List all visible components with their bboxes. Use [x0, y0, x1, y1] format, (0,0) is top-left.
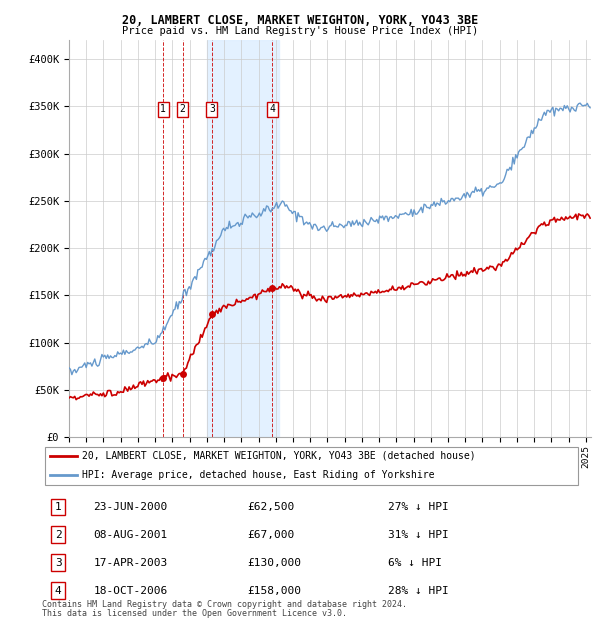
- Text: 1: 1: [55, 502, 62, 512]
- Text: 2: 2: [180, 104, 185, 114]
- Bar: [207, 40, 279, 437]
- FancyBboxPatch shape: [45, 446, 578, 485]
- Text: 2: 2: [55, 529, 62, 540]
- Text: £158,000: £158,000: [247, 585, 301, 596]
- Text: 4: 4: [55, 585, 62, 596]
- Text: This data is licensed under the Open Government Licence v3.0.: This data is licensed under the Open Gov…: [42, 609, 347, 618]
- Text: 20, LAMBERT CLOSE, MARKET WEIGHTON, YORK, YO43 3BE (detached house): 20, LAMBERT CLOSE, MARKET WEIGHTON, YORK…: [83, 451, 476, 461]
- Text: 3: 3: [55, 557, 62, 568]
- Text: Contains HM Land Registry data © Crown copyright and database right 2024.: Contains HM Land Registry data © Crown c…: [42, 600, 407, 609]
- Text: £67,000: £67,000: [247, 529, 295, 540]
- Text: 23-JUN-2000: 23-JUN-2000: [94, 502, 167, 512]
- Text: 17-APR-2003: 17-APR-2003: [94, 557, 167, 568]
- Text: 31% ↓ HPI: 31% ↓ HPI: [388, 529, 448, 540]
- Text: 28% ↓ HPI: 28% ↓ HPI: [388, 585, 448, 596]
- Text: 6% ↓ HPI: 6% ↓ HPI: [388, 557, 442, 568]
- Text: 27% ↓ HPI: 27% ↓ HPI: [388, 502, 448, 512]
- Text: 20, LAMBERT CLOSE, MARKET WEIGHTON, YORK, YO43 3BE: 20, LAMBERT CLOSE, MARKET WEIGHTON, YORK…: [122, 14, 478, 27]
- Text: Price paid vs. HM Land Registry's House Price Index (HPI): Price paid vs. HM Land Registry's House …: [122, 26, 478, 36]
- Bar: [569, 40, 599, 437]
- Text: £62,500: £62,500: [247, 502, 295, 512]
- Text: 3: 3: [209, 104, 215, 114]
- Text: HPI: Average price, detached house, East Riding of Yorkshire: HPI: Average price, detached house, East…: [83, 471, 435, 480]
- Text: 08-AUG-2001: 08-AUG-2001: [94, 529, 167, 540]
- Text: £130,000: £130,000: [247, 557, 301, 568]
- Text: 18-OCT-2006: 18-OCT-2006: [94, 585, 167, 596]
- Text: 1: 1: [160, 104, 166, 114]
- Text: 4: 4: [269, 104, 275, 114]
